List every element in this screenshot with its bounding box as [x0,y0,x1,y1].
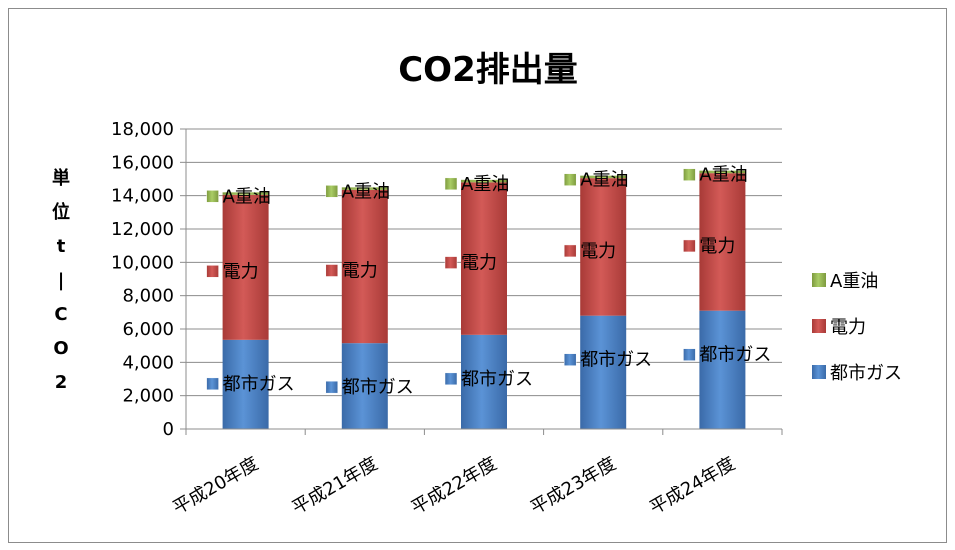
legend-swatch [812,365,826,379]
bars [222,170,746,429]
data-label: 電力 [461,253,497,274]
data-label: 電力 [580,241,616,262]
y-tick-label: 10,000 [111,252,174,273]
y-tick-label: 0 [163,419,174,440]
x-tick-label: 平成22年度 [408,453,501,519]
data-label-marker [683,348,696,361]
y-axis-label-char: | [58,270,65,291]
y-axis-label-char: t [57,236,66,257]
bar-segment [699,173,746,311]
legend-label: A重油 [830,271,878,292]
y-axis-label-char: 2 [55,372,68,393]
x-tick-label: 平成21年度 [289,453,382,519]
bar-segment [699,310,746,429]
data-label: 都市ガス [699,345,771,366]
bar-segment [222,339,269,429]
data-label: 電力 [342,261,378,282]
data-label-marker [444,256,458,269]
data-label: 都市ガス [342,377,414,398]
data-label-marker [206,377,219,391]
data-label: 電力 [223,261,259,282]
y-tick-label: 2,000 [122,386,174,407]
x-tick-label: 平成24年度 [646,453,739,519]
y-tick-label: 4,000 [122,352,174,373]
data-label-marker [325,380,339,394]
chart-title: CO2排出量 [398,50,578,90]
bar-segment [222,192,269,195]
legend-label: 電力 [830,317,866,338]
data-label-marker [563,173,577,186]
data-label-marker [325,264,339,277]
y-tick-label: 8,000 [122,286,174,307]
data-label-marker [563,353,577,366]
bar-segment [461,334,507,429]
legend-label: 都市ガス [830,363,902,384]
data-label: A重油 [223,186,271,207]
bar-segment [580,175,627,179]
data-label: 都市ガス [223,374,295,395]
bar-segment [461,182,507,335]
legend-swatch [812,319,826,333]
bar-segment [341,343,388,429]
data-label-marker [683,239,696,253]
data-label-marker [206,190,219,203]
data-label-marker [206,265,219,278]
y-tick-label: 6,000 [122,319,174,340]
chart-svg: CO2排出量 0 2,000 4,000 6,000 8,000 10,000 12,000… [52,50,902,519]
bar-segment [461,179,507,183]
y-tick-label: 18,000 [111,119,174,140]
x-tick-label: 平成20年度 [169,453,262,519]
y-tick-label: 16,000 [111,152,174,173]
bar-segment [341,187,388,190]
y-axis-label-char: 位 [52,201,70,223]
data-label-marker [683,168,696,181]
data-label-marker [444,177,458,191]
data-label: 都市ガス [461,369,533,390]
bar-segment [222,194,269,340]
bar-segment [580,315,627,429]
data-label-marker [325,185,339,198]
y-axis-label-char: C [54,304,67,325]
data-label: A重油 [699,165,747,186]
data-label: A重油 [342,181,390,202]
bar-segment [699,170,746,174]
y-tick-label: 14,000 [111,186,174,207]
bar-segment [341,189,388,344]
chart-area: CO2排出量 0 2,000 4,000 6,000 8,000 10,000 12,000… [8,8,947,543]
data-label: A重油 [580,170,628,191]
legend-swatch [812,273,826,287]
data-label: A重油 [461,174,509,195]
y-tick-label: 12,000 [111,219,174,240]
y-axis-label-char: 単 [52,167,70,189]
data-label-marker [563,244,577,258]
data-label-marker [444,372,458,386]
data-label: 都市ガス [580,350,652,371]
bar-segment [580,178,627,316]
y-axis-label-char: O [53,338,68,359]
x-tick-label: 平成23年度 [527,453,620,519]
data-label: 電力 [699,236,735,257]
y-axis-label: 単位t | CO 2 [52,167,70,393]
